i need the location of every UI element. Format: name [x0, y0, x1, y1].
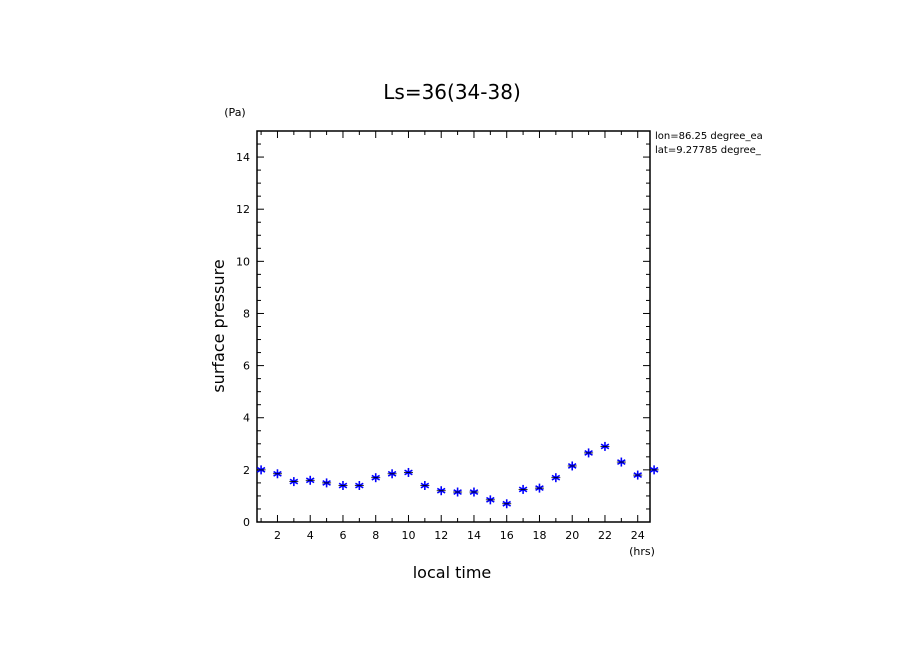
x-tick-label: 8 — [372, 529, 379, 542]
x-tick-label: 4 — [307, 529, 314, 542]
x-tick-label: 22 — [598, 529, 612, 542]
annotation-lat: lat=9.27785 degree_ — [655, 145, 762, 156]
x-tick-label: 10 — [401, 529, 415, 542]
y-tick-label: 10 — [236, 255, 250, 268]
data-point — [322, 478, 332, 488]
data-point — [485, 495, 495, 505]
x-tick-label: 20 — [565, 529, 579, 542]
x-tick-label: 6 — [339, 529, 346, 542]
data-point — [551, 473, 561, 483]
x-tick-label: 12 — [434, 529, 448, 542]
x-tick-label: 24 — [631, 529, 645, 542]
annotation-lon: lon=86.25 degree_ea — [655, 131, 763, 142]
data-point — [272, 469, 282, 479]
data-point — [469, 487, 479, 497]
x-axis-label: local time — [413, 563, 492, 582]
x-unit-label: (hrs) — [629, 545, 655, 558]
data-point — [600, 441, 610, 451]
plot-frame — [256, 130, 651, 523]
data-point — [420, 481, 430, 491]
y-tick-label: 14 — [236, 151, 250, 164]
y-tick-label: 0 — [243, 516, 250, 529]
x-tick-label: 2 — [274, 529, 281, 542]
data-point — [453, 487, 463, 497]
data-points — [256, 441, 659, 509]
data-point — [567, 461, 577, 471]
y-tick-label: 2 — [243, 464, 250, 477]
data-point — [387, 469, 397, 479]
data-point — [534, 483, 544, 493]
y-unit-label: (Pa) — [224, 106, 245, 119]
y-tick-label: 8 — [243, 307, 250, 320]
data-point — [305, 475, 315, 485]
data-point — [502, 499, 512, 509]
y-axis-label: surface pressure — [209, 259, 228, 392]
y-tick-label: 12 — [236, 203, 250, 216]
data-point — [633, 470, 643, 480]
data-point — [289, 477, 299, 487]
data-point — [354, 481, 364, 491]
data-point — [256, 465, 266, 475]
data-point — [584, 448, 594, 458]
data-point — [338, 481, 348, 491]
data-point — [518, 484, 528, 494]
data-point — [371, 473, 381, 483]
chart-title: Ls=36(34-38) — [383, 80, 521, 104]
data-point — [616, 457, 626, 467]
data-point — [649, 465, 659, 475]
x-tick-label: 16 — [500, 529, 514, 542]
x-tick-label: 18 — [532, 529, 546, 542]
y-tick-label: 4 — [243, 412, 250, 425]
data-point — [403, 467, 413, 477]
y-tick-label: 6 — [243, 360, 250, 373]
x-tick-label: 14 — [467, 529, 481, 542]
data-point — [436, 486, 446, 496]
